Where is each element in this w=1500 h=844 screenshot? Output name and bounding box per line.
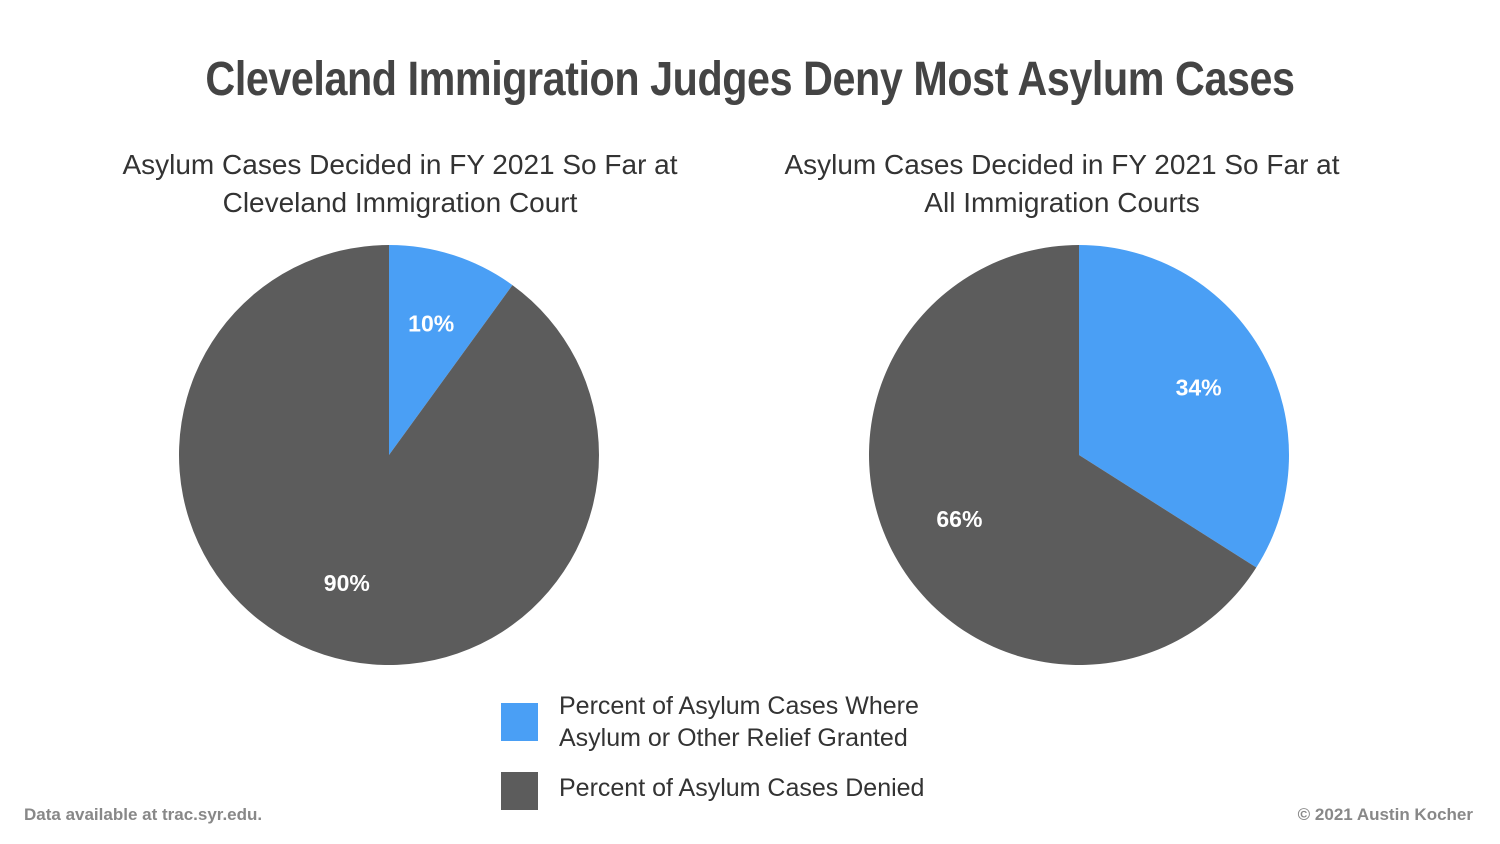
pie-slice [869, 245, 1257, 665]
value-label: 34% [1176, 374, 1222, 400]
value-label: 90% [324, 570, 370, 596]
value-label: 10% [408, 310, 454, 336]
legend-item: Percent of Asylum Cases Where Asylum or … [500, 690, 1020, 754]
legend-swatch [501, 772, 538, 810]
legend-swatch [501, 703, 538, 741]
value-label: 66% [936, 506, 982, 532]
legend: Percent of Asylum Cases Where Asylum or … [500, 690, 1020, 828]
pie-slice [1079, 245, 1289, 568]
credit: © 2021 Austin Kocher [1297, 805, 1473, 824]
pie-slice [389, 245, 513, 455]
main-title: Cleveland Immigration Judges Deny Most A… [205, 53, 1295, 106]
legend-item: Percent of Asylum Cases Denied [500, 772, 1020, 810]
source-note: Data available at trac.syr.edu. [24, 805, 263, 824]
pie-title: Asylum Cases Decided in FY 2021 So Far a… [122, 149, 678, 218]
pie-slice [179, 245, 599, 665]
legend-label: Percent of Asylum Cases Denied [559, 774, 925, 802]
legend-label: Percent of Asylum Cases Where Asylum or … [559, 692, 919, 752]
pie-title: Asylum Cases Decided in FY 2021 So Far a… [784, 149, 1340, 218]
